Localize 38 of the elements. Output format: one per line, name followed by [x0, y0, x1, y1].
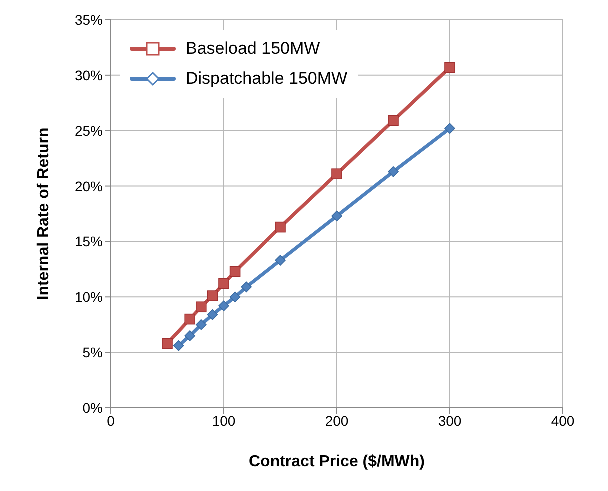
point [218, 278, 230, 290]
point [173, 340, 184, 352]
legend-label: Dispatchable 150MW [186, 69, 348, 89]
x-tick-label: 100 [212, 412, 236, 429]
y-axis-title: Internal Rate of Return [36, 128, 53, 300]
point [388, 115, 399, 126]
point [207, 309, 218, 320]
point [207, 290, 218, 302]
point [230, 292, 241, 303]
point [241, 282, 252, 293]
x-tick-label: 300 [438, 412, 462, 429]
point [388, 166, 399, 178]
y-tick-label: 10% [74, 289, 103, 306]
point [444, 123, 456, 134]
y-tick-label: 15% [74, 234, 103, 250]
y-tick-label: 20% [74, 178, 103, 194]
point [275, 255, 286, 266]
y-tick-label: 25% [74, 122, 103, 139]
x-axis-title: Contract Price ($/MWh) [248, 453, 426, 470]
point [196, 319, 207, 330]
legend-label: Baseload 150MW [186, 39, 320, 59]
x-tick-label: 400 [551, 412, 575, 429]
point [332, 210, 342, 222]
point [184, 314, 196, 325]
point [196, 302, 207, 313]
y-tick-label: 35% [74, 12, 103, 28]
point [184, 330, 196, 342]
point [332, 168, 342, 180]
point [444, 62, 456, 74]
point [218, 300, 230, 312]
x-tick-label: 0 [107, 412, 116, 429]
point [230, 266, 241, 278]
point [275, 222, 286, 233]
y-tick-label: 5% [82, 344, 103, 361]
point [162, 338, 173, 350]
x-tick-label: 200 [325, 412, 349, 429]
y-tick-label: 30% [74, 67, 103, 84]
y-tick-label: 0% [82, 400, 103, 416]
